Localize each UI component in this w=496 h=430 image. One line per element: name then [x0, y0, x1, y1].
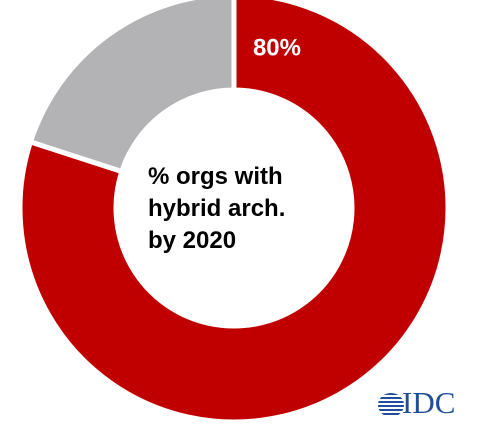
donut-slice-label-0: 80%: [253, 35, 301, 62]
center-label-line-1: % orgs with: [148, 163, 283, 190]
donut-slice-0: [17, 0, 451, 425]
center-label-line-3: by 2020: [148, 227, 237, 254]
center-label-line-2: hybrid arch.: [148, 195, 286, 222]
idc-globe-icon: [378, 393, 404, 415]
idc-logo-text: IDC: [402, 385, 456, 420]
center-label: % orgs with hybrid arch. by 2020: [148, 161, 328, 257]
donut-slice-1: [27, 0, 237, 175]
